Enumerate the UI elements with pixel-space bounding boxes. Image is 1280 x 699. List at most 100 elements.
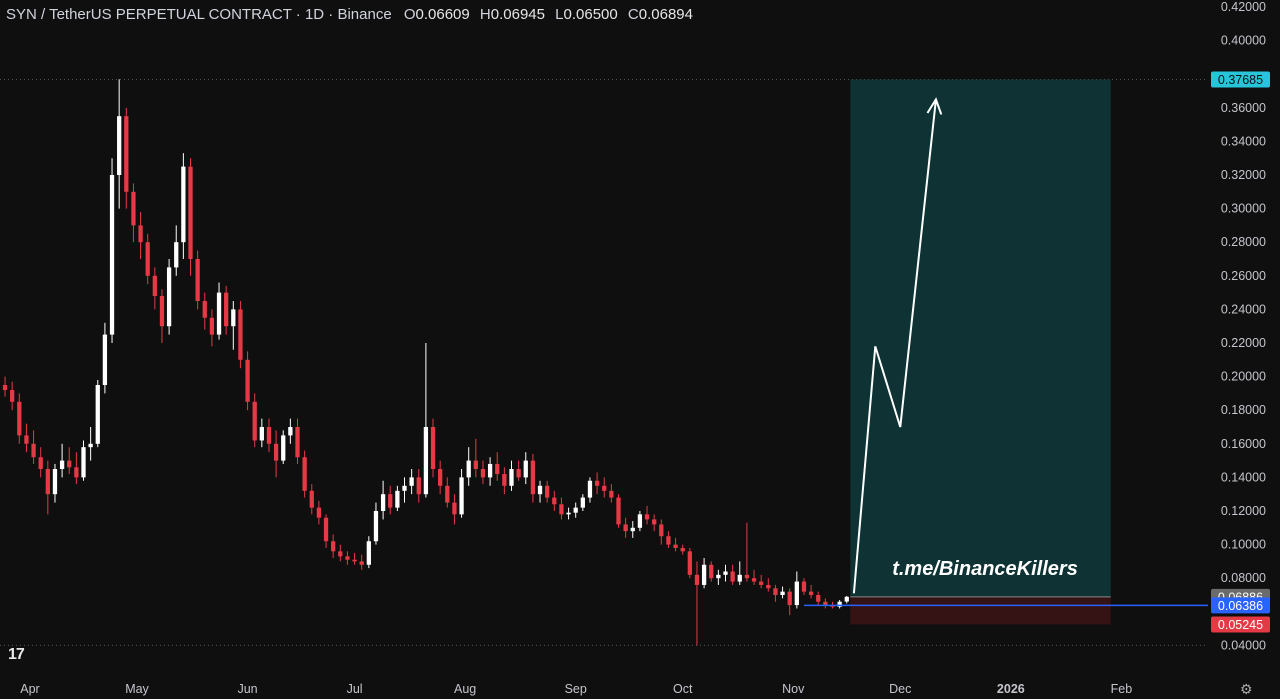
candle-body-111 [794,581,799,606]
y-tick-label-9: 0.22000 [1221,336,1266,350]
candle-body-50 [359,561,364,565]
candle-body-9 [67,460,72,468]
candle-body-35 [252,401,257,441]
stop-zone [850,596,1111,625]
candle-body-41 [295,427,300,458]
candle-body-95 [680,547,685,552]
candle-body-75 [537,485,543,495]
candle-body-109 [780,591,785,595]
y-tick-label-14: 0.12000 [1221,504,1266,518]
candle-body-66 [473,460,478,469]
candle-body-12 [88,443,93,448]
candle-body-96 [687,551,692,575]
x-tick-label-0: Apr [20,682,39,696]
y-tick-label-1: 0.40000 [1221,34,1266,48]
y-tick-label-7: 0.26000 [1221,269,1266,283]
candle-body-37 [266,427,272,444]
candle-body-60 [430,427,436,469]
candle-body-87 [623,524,628,532]
candle-body-78 [559,504,564,515]
price-label-bg-0 [1211,71,1270,88]
y-tick-label-12: 0.16000 [1221,437,1266,451]
y-tick-label-8: 0.24000 [1221,302,1266,316]
candle-body-74 [530,460,536,495]
candle-body-103 [737,574,742,582]
high-value: 0.06945 [490,6,545,23]
y-tick-label-6: 0.28000 [1221,235,1266,249]
x-tick-label-9: 2026 [997,682,1025,696]
candle-body-43 [309,490,314,508]
candle-body-93 [666,536,671,545]
x-tick-label-6: Oct [673,682,693,696]
price-axis[interactable]: 0.42000 0.40000 0.36000 0.34000 0.32000 0.300… [1211,0,1270,652]
candle-body-8 [59,460,65,469]
y-tick-label-2: 0.36000 [1221,101,1266,115]
candle-body-26 [188,166,193,259]
x-tick-label-10: Feb [1111,682,1133,696]
candle-body-59 [423,427,429,495]
open-value: 0.06609 [415,6,470,23]
candle-body-11 [81,447,86,478]
candle-body-42 [302,457,307,491]
candle-body-34 [245,359,250,402]
candle-body-28 [202,301,207,318]
candle-body-86 [616,497,621,525]
candle-body-33 [238,309,243,360]
candle-body-112 [801,581,807,592]
candle-body-107 [766,584,771,589]
candle-body-63 [452,502,457,515]
x-tick-label-5: Sep [565,682,587,696]
price-label-bg-3 [1211,616,1270,633]
candle-body-29 [209,317,215,335]
chart-header: SYN / TetherUS PERPETUAL CONTRACT · 1D ·… [6,6,699,23]
candle-body-76 [545,485,550,498]
candle-body-14 [102,334,108,385]
candle-body-61 [438,469,443,486]
candle-body-25 [181,166,186,243]
candle-body-39 [281,435,286,461]
x-tick-label-1: May [125,682,149,696]
candle-body-92 [659,524,664,537]
grid-layer [0,78,1208,646]
candle-body-79 [566,512,571,515]
candle-body-10 [74,467,79,478]
x-tick-label-3: Jul [347,682,363,696]
candle-body-5 [38,457,43,469]
candle-body-68 [487,463,493,478]
candle-body-51 [366,541,371,565]
x-tick-label-7: Nov [782,682,805,696]
candle-body-38 [273,443,279,461]
candle-body-57 [409,477,414,486]
time-axis[interactable]: Apr May Jun Jul Aug Sep Oct Nov Dec 2026 Feb [20,682,1132,696]
candle-body-117 [837,601,842,607]
candle-body-94 [673,544,678,548]
candle-body-1 [10,390,15,402]
candle-body-62 [445,485,450,503]
overlay-layer [803,97,1208,607]
candle-body-18 [131,191,136,226]
gear-icon[interactable]: ⚙ [1240,681,1253,697]
candle-body-0 [2,385,8,391]
candle-body-64 [459,477,464,515]
y-tick-label-3: 0.34000 [1221,134,1266,148]
candle-body-99 [709,564,714,579]
candle-body-89 [637,514,643,528]
candle-body-31 [224,292,229,327]
candle-body-82 [587,480,593,498]
candle-body-118 [844,596,849,602]
candle-body-36 [259,427,264,441]
close-key: C [627,6,639,23]
candle-body-20 [145,242,150,276]
candle-body-52 [373,511,379,542]
tradingview-logo-icon[interactable]: 17 [8,646,25,663]
candle-body-85 [609,490,614,498]
x-tick-label-4: Aug [454,682,476,696]
candle-body-104 [744,574,750,579]
candle-body-98 [701,564,707,585]
y-tick-label-10: 0.20000 [1221,370,1266,384]
symbol-title[interactable]: SYN / TetherUS PERPETUAL CONTRACT · 1D ·… [6,6,392,23]
candle-body-3 [24,435,29,444]
high-key: H [479,6,491,23]
candle-body-90 [644,514,650,520]
